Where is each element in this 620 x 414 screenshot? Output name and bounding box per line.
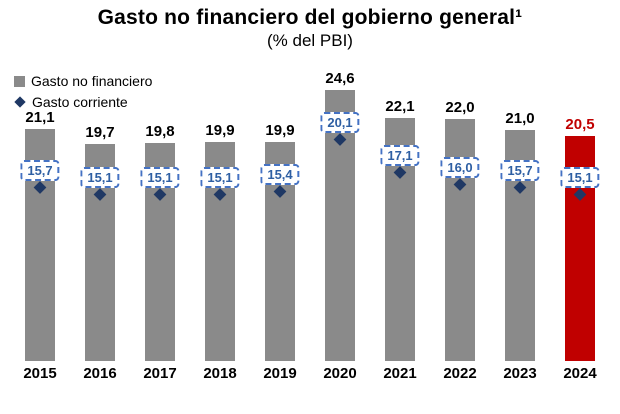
gasto-corriente-label: 16,0: [440, 157, 480, 178]
bar-value-label: 19,8: [145, 123, 175, 141]
x-axis-label-2015: 2015: [23, 365, 57, 382]
gasto-corriente-label: 20,1: [320, 111, 360, 133]
chart-column-2020: 24,6 20,1: [310, 65, 370, 361]
gasto-corriente-label: 15,7: [500, 160, 540, 182]
chart-column-2017: 19,8 15,1: [130, 65, 190, 361]
gasto-corriente-label: 15,1: [200, 166, 240, 188]
bar-value-label: 19,9: [265, 122, 295, 140]
gasto-corriente-label: 15,7: [20, 160, 60, 182]
chart-subtitle: (% del PBI): [267, 31, 353, 50]
x-axis-label-2016: 2016: [83, 365, 117, 382]
x-axis: 2015 2016 2017 2018 2019 2020 2021 2022 2023 2024: [10, 365, 610, 382]
legend-item-gasto-no-financiero: Gasto no financiero: [14, 73, 152, 89]
x-axis-label-2018: 2018: [203, 365, 237, 382]
chart-title: Gasto no financiero del gobierno general…: [97, 6, 523, 29]
x-axis-label-2024: 2024: [563, 365, 597, 382]
chart: Gasto no financiero Gasto corriente 21,1…: [10, 65, 610, 382]
gasto-corriente-label: 17,1: [380, 144, 420, 166]
x-axis-label-2022: 2022: [443, 365, 477, 382]
bar-value-label: 22,1: [385, 97, 415, 115]
bar-value-label: 19,7: [85, 124, 115, 142]
bar-value-label: 19,9: [205, 122, 235, 140]
x-axis-label-2023: 2023: [503, 365, 537, 382]
legend-label: Gasto corriente: [32, 94, 128, 110]
gasto-corriente-label: 15,4: [260, 163, 300, 185]
gasto-corriente-label: 15,1: [560, 166, 600, 188]
bar-value-label: 24,6: [325, 70, 355, 88]
plot-area: 21,1 15,7 19,7 15,1 19,8 15,1 19,9 15,1 19,9 15,4…: [10, 65, 610, 361]
x-axis-label-2017: 2017: [143, 365, 177, 382]
legend: Gasto no financiero Gasto corriente: [14, 73, 152, 115]
legend-label: Gasto no financiero: [31, 73, 153, 89]
chart-column-2024: 20,5 15,1: [550, 65, 610, 361]
chart-column-2022: 22,0 16,0: [430, 65, 490, 361]
gasto-corriente-label: 15,1: [140, 166, 180, 188]
chart-column-2019: 19,9 15,4: [250, 65, 310, 361]
bar-gasto-no-financiero: [445, 119, 475, 361]
x-axis-label-2019: 2019: [263, 365, 297, 382]
bar-value-label: 22,0: [445, 99, 475, 116]
bar-value-label: 21,1: [25, 108, 55, 126]
chart-column-2021: 22,1 17,1: [370, 65, 430, 361]
chart-column-2023: 21,0 15,7: [490, 65, 550, 361]
x-axis-label-2021: 2021: [383, 365, 417, 382]
legend-item-gasto-corriente: Gasto corriente: [14, 94, 152, 110]
chart-column-2018: 19,9 15,1: [190, 65, 250, 361]
square-icon: [14, 75, 25, 87]
chart-column-2015: 21,1 15,7: [10, 65, 70, 361]
bar-value-label: 20,5: [565, 115, 595, 133]
gasto-corriente-label: 15,1: [80, 166, 120, 188]
x-axis-label-2020: 2020: [323, 365, 357, 382]
chart-column-2016: 19,7 15,1: [70, 65, 130, 361]
diamond-icon: [14, 96, 26, 108]
bar-value-label: 21,0: [505, 110, 535, 127]
